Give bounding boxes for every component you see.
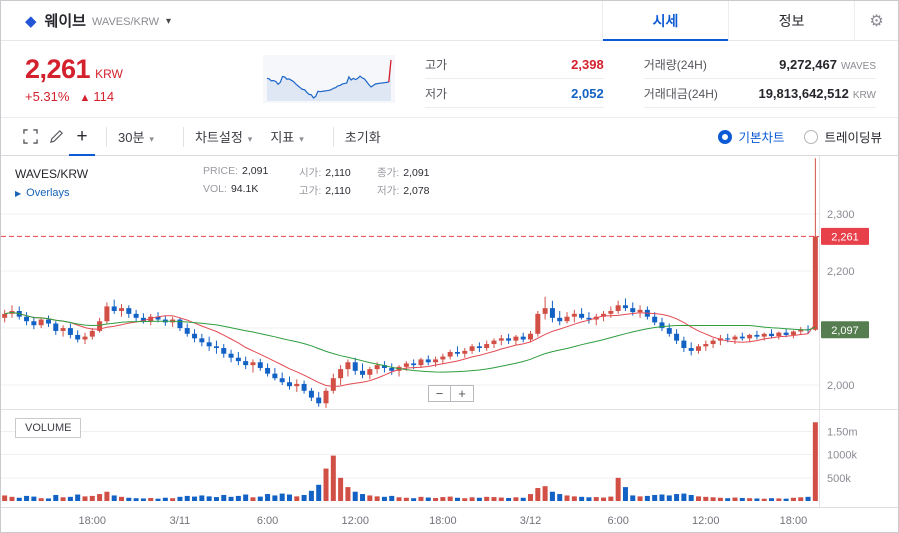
stat-high: 고가 2,398: [425, 50, 604, 79]
stat-unit: WAVES: [840, 60, 876, 72]
zoom-out-button[interactable]: −: [428, 385, 451, 402]
volume-axis-tick: 1000k: [827, 450, 857, 462]
ohlc-high: 고가: 2,110: [299, 185, 351, 197]
volume-panel-label: VOLUME: [15, 418, 82, 438]
zoom-in-button[interactable]: +: [451, 385, 474, 402]
indicator-dropdown[interactable]: 지표 ▾: [270, 127, 303, 146]
stat-value: 2,398: [571, 56, 604, 72]
zoom-controls: − +: [428, 385, 474, 402]
header-tabs: 시세 정보 ⚙: [602, 1, 898, 41]
tab-info[interactable]: 정보: [728, 1, 854, 40]
volume-axis-tick: 1.50m: [827, 427, 858, 439]
stat-unit: KRW: [852, 89, 876, 101]
time-axis-tick: 18:00: [429, 515, 457, 527]
time-axis-tick: 6:00: [257, 515, 278, 527]
price-summary: 2,261 KRW +5.31% ▲ 114 고가 2,398 거래량(24H) 9…: [1, 41, 898, 117]
chart-area: 2,3002,2002,1002,0001.50m1000k500k2,2612…: [1, 156, 899, 533]
play-icon: ▶: [15, 188, 22, 198]
chart-mode-tradingview[interactable]: 트레이딩뷰: [804, 127, 882, 146]
ohlc-low: 저가: 2,078: [377, 185, 430, 197]
mode-label: 기본차트: [738, 131, 785, 145]
chevron-down-icon: ▾: [165, 16, 172, 27]
overlays-toggle[interactable]: ▶ Overlays: [15, 187, 70, 199]
chevron-down-icon: ▾: [247, 134, 253, 144]
interval-label: 30분: [118, 130, 145, 145]
stat-label: 고가: [425, 57, 448, 72]
current-price-axis-label: [821, 227, 869, 245]
ohlc-vol: VOL: 94.1K: [203, 183, 259, 195]
ohlc-close: 종가: 2,091: [377, 167, 430, 179]
chart-canvas[interactable]: 2,3002,2002,1002,0001.50m1000k500k2,2612…: [1, 156, 899, 533]
svg-text:2,261: 2,261: [831, 231, 859, 243]
header: ◆ 웨이브 WAVES/KRW ▾ 시세 정보 ⚙: [1, 1, 898, 41]
change-amount: 114: [93, 89, 115, 104]
toolbar-separator: [332, 126, 334, 147]
toolbar-separator: [106, 126, 107, 147]
coin-pair: WAVES/KRW: [91, 15, 159, 28]
coin-selector[interactable]: ◆ 웨이브 WAVES/KRW ▾: [1, 1, 171, 40]
change-percent: +5.31%: [25, 89, 70, 104]
mode-label: 트레이딩뷰: [824, 131, 882, 145]
stat-value: 9,272,467: [779, 56, 837, 72]
chart-toolbar: + 30분 ▾ 차트설정 ▾ 지표 ▾ 초기화 기본차트 트레이딩뷰: [1, 117, 898, 156]
radio-selected-icon: [718, 129, 733, 144]
price-axis-tick: 2,300: [827, 209, 855, 221]
coin-name: 웨이브: [44, 13, 86, 30]
tab-market-price[interactable]: 시세: [602, 1, 728, 41]
chart-mode-basic[interactable]: 기본차트: [718, 127, 784, 146]
time-axis-tick: 12:00: [341, 515, 369, 527]
stat-low: 저가 2,052: [425, 79, 604, 108]
stat-value: 19,813,642,512: [758, 85, 849, 101]
time-axis-tick: 18:00: [79, 515, 107, 527]
ohlc-open: 시가: 2,110: [299, 167, 351, 179]
overlays-label: Overlays: [26, 187, 70, 199]
gear-icon: ⚙: [869, 12, 884, 30]
ohlc-price: PRICE: 2,091: [203, 165, 269, 177]
volume-axis-tick: 500k: [827, 473, 851, 485]
ma-axis-label: [821, 321, 869, 339]
chevron-down-icon: ▾: [149, 134, 154, 144]
stat-trade-value-24h: 거래대금(24H) 19,813,642,512 KRW: [643, 79, 876, 108]
price-sparkline: [263, 55, 395, 103]
svg-text:2,097: 2,097: [831, 325, 859, 337]
chart-mode-switch: 기본차트 트레이딩뷰: [698, 127, 882, 146]
stat-label: 거래량(24H): [643, 57, 707, 72]
stat-value: 2,052: [571, 85, 604, 101]
currency-label: KRW: [95, 67, 123, 81]
time-axis-tick: 3/11: [170, 515, 191, 527]
radio-unselected-icon: [804, 129, 819, 144]
up-arrow-icon: ▲: [79, 92, 91, 104]
toolbar-separator: [182, 126, 184, 147]
price-change: +5.31% ▲ 114: [25, 89, 263, 104]
chart-settings-label: 차트설정: [194, 130, 243, 145]
coin-logo-icon: ◆: [25, 12, 37, 30]
chart-settings-dropdown[interactable]: 차트설정 ▾: [195, 127, 252, 146]
ohlc-readout: PRICE: 2,091 시가: 2,110 종가: 2,091 VOL: 94.1K …: [203, 165, 461, 198]
fullscreen-icon: [22, 129, 38, 144]
price-block: 2,261 KRW +5.31% ▲ 114: [25, 54, 263, 104]
reset-button[interactable]: 초기화: [344, 130, 381, 145]
time-axis-tick: 3/12: [520, 515, 541, 527]
draw-button[interactable]: [43, 118, 69, 155]
price-axis-tick: 2,200: [827, 266, 855, 278]
indicator-label: 지표: [270, 130, 295, 145]
pencil-icon: [49, 130, 63, 143]
fullscreen-button[interactable]: [17, 118, 43, 155]
time-axis-tick: 18:00: [780, 515, 808, 527]
stat-label: 거래대금(24H): [643, 86, 718, 101]
chevron-down-icon: ▾: [299, 134, 304, 144]
time-axis-tick: 12:00: [692, 515, 720, 527]
price-axis-tick: 2,000: [827, 380, 855, 392]
settings-button[interactable]: ⚙: [854, 1, 898, 40]
market-stats: 고가 2,398 거래량(24H) 9,272,467 WAVES 저가 2,05…: [425, 50, 876, 108]
interval-dropdown[interactable]: 30분 ▾: [118, 127, 154, 146]
time-axis-tick: 6:00: [607, 515, 628, 527]
chart-symbol-label: WAVES/KRW: [15, 167, 89, 181]
current-price: 2,261: [25, 54, 91, 84]
crosshair-plus-button[interactable]: +: [69, 118, 95, 156]
stat-volume-24h: 거래량(24H) 9,272,467 WAVES: [643, 50, 876, 79]
stat-label: 저가: [425, 86, 448, 101]
